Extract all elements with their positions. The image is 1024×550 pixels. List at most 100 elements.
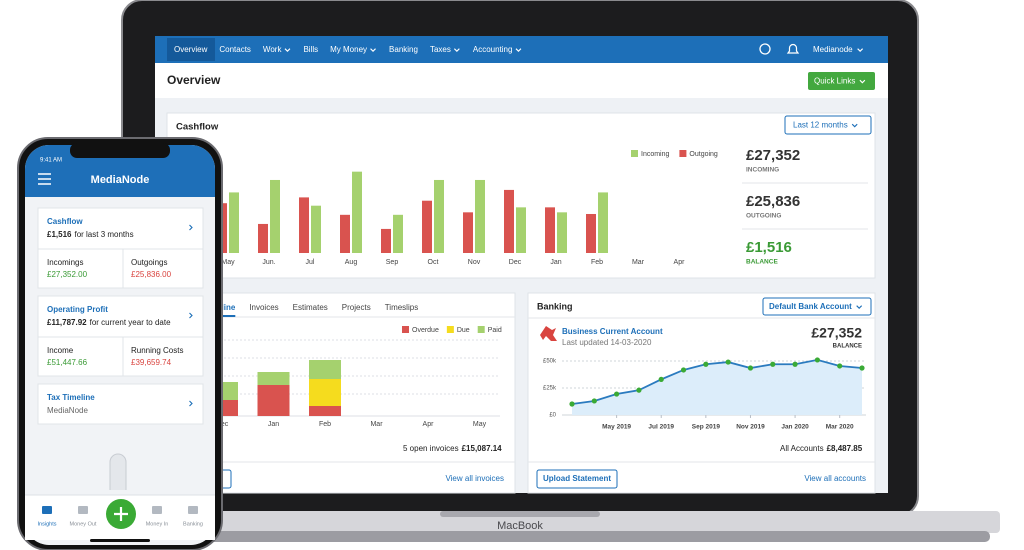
laptop-base xyxy=(150,511,1000,533)
card-amount: £1,516 xyxy=(47,230,72,239)
area xyxy=(572,359,862,415)
menu-icon[interactable] xyxy=(38,173,51,185)
legend-swatch xyxy=(446,326,454,333)
tab[interactable]: Projects xyxy=(342,303,371,312)
period-dropdown[interactable] xyxy=(784,115,872,135)
x-tick-label: Oct xyxy=(428,259,439,266)
accounts-link[interactable]: View all accounts xyxy=(804,474,866,483)
x-tick-label: May 2019 xyxy=(602,424,631,431)
nav-item[interactable]: Overview xyxy=(174,45,208,54)
card[interactable] xyxy=(37,295,204,377)
upload-button[interactable] xyxy=(536,469,618,489)
point xyxy=(614,391,620,397)
stat-value: £27,352.00 xyxy=(47,270,88,279)
stat-label: Outgoings xyxy=(131,258,167,267)
tab[interactable]: Invoices xyxy=(249,303,278,312)
x-tick-label: Jan xyxy=(550,259,561,266)
upload-label[interactable]: Upload Statement xyxy=(543,474,611,483)
tab-icon[interactable] xyxy=(188,506,198,514)
bar xyxy=(545,207,555,253)
point xyxy=(770,361,776,367)
stat-value: £39,659.74 xyxy=(131,358,172,367)
point xyxy=(837,363,843,369)
bar xyxy=(586,213,596,253)
x-tick-label: Mar 2020 xyxy=(826,424,854,431)
card-summary: MediaNode xyxy=(47,406,88,415)
tab-label[interactable]: Banking xyxy=(183,521,203,527)
quick-links-button[interactable] xyxy=(808,72,875,90)
point xyxy=(792,361,798,367)
card-note: for current year to date xyxy=(90,318,171,327)
nav-item[interactable]: Banking xyxy=(389,45,418,54)
nav-item[interactable]: Bills xyxy=(303,45,318,54)
summary-label: INCOMING xyxy=(746,167,779,174)
bar xyxy=(504,189,514,253)
tab-label[interactable]: Money Out xyxy=(70,521,97,527)
bar xyxy=(381,228,391,253)
x-tick-label: Jun. xyxy=(262,259,275,266)
bar xyxy=(463,212,473,253)
add-icon[interactable] xyxy=(114,507,128,521)
account-updated: Last updated 14-03-2020 xyxy=(562,338,652,347)
account-menu-label[interactable]: Default Bank Account xyxy=(769,302,852,311)
card[interactable] xyxy=(37,383,204,425)
chevron xyxy=(189,400,193,407)
bar-segment xyxy=(257,372,290,385)
stat-value: £51,447.66 xyxy=(47,358,88,367)
chevron xyxy=(851,123,858,128)
status-time: 9:41 AM xyxy=(40,158,62,164)
nav-item[interactable]: Contacts xyxy=(219,45,251,54)
y-tick-label: £25k xyxy=(543,386,557,392)
legend-label: Overdue xyxy=(412,327,439,334)
tab-label[interactable]: Insights xyxy=(38,521,57,527)
x-tick-label: May xyxy=(221,259,235,266)
summary-label: BALANCE xyxy=(746,259,778,266)
point xyxy=(747,365,754,371)
point xyxy=(703,361,709,367)
line xyxy=(571,358,863,405)
tab-icon[interactable] xyxy=(78,506,88,514)
card-title: Tax Timeline xyxy=(47,393,95,402)
x-tick-label: Jul xyxy=(306,259,315,266)
tab-icon[interactable] xyxy=(152,506,162,514)
legend-label: Incoming xyxy=(641,151,670,158)
period-label[interactable]: Last 12 months xyxy=(793,121,848,130)
nav-item[interactable]: Taxes xyxy=(430,45,451,54)
bar-segment xyxy=(309,406,341,416)
tab[interactable]: Timeslips xyxy=(385,303,418,312)
phone: 9:41 AM MediaNode Cashflow £1,516 for last… xyxy=(17,137,223,550)
nav-item[interactable]: My Money xyxy=(330,45,367,54)
account-dropdown[interactable] xyxy=(762,297,872,316)
balance-label: BALANCE xyxy=(833,344,862,350)
user-menu[interactable]: Medianode xyxy=(813,45,853,54)
tab[interactable]: Estimates xyxy=(293,303,328,312)
x-tick-label: Sep xyxy=(386,259,399,266)
card[interactable] xyxy=(37,207,204,289)
x-tick-label: Aug xyxy=(345,259,358,266)
stat-value: £25,836.00 xyxy=(131,270,172,279)
tab-icon[interactable] xyxy=(42,506,52,514)
timer-icon[interactable] xyxy=(759,43,771,55)
open-total: £15,087.14 xyxy=(462,444,503,453)
bell-icon[interactable] xyxy=(786,43,800,54)
chevron xyxy=(189,312,193,319)
quick-links-label[interactable]: Quick Links xyxy=(814,77,855,86)
bar xyxy=(598,192,608,253)
x-tick-label: Feb xyxy=(319,421,331,428)
phone-cards: Cashflow £1,516 for last 3 months Incomings… xyxy=(37,207,204,425)
nav-item[interactable]: Accounting xyxy=(473,45,513,54)
bar xyxy=(311,205,321,253)
tab-label[interactable]: Money In xyxy=(146,521,169,527)
invoices-link[interactable]: View all invoices xyxy=(445,474,504,483)
chevron xyxy=(453,48,460,52)
cashflow-title: Cashflow xyxy=(176,122,219,133)
x-tick-label: Feb xyxy=(591,259,603,266)
bar-segment xyxy=(309,360,341,379)
x-tick-label: Jan 2020 xyxy=(781,424,809,431)
nav-item[interactable]: Work xyxy=(263,45,283,54)
chevron xyxy=(856,305,863,309)
account-balance: £27,352 xyxy=(811,325,862,341)
y-tick-label: £50k xyxy=(543,359,557,365)
bar-segment xyxy=(309,379,341,406)
